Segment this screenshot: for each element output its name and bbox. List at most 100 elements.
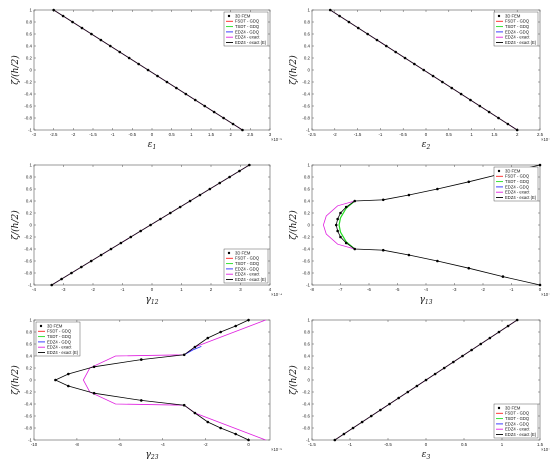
- y-tick-label: -0.6: [24, 414, 32, 419]
- x-exponent: ×10⁻⁴: [541, 137, 550, 142]
- y-tick-label: 1: [308, 163, 311, 168]
- series-fem-point: [436, 187, 439, 191]
- x-tick-label: 0: [247, 442, 250, 447]
- x-tick-label: 1: [190, 132, 193, 137]
- series-fem-point: [347, 20, 351, 24]
- legend-box: [493, 11, 539, 47]
- series-fem-point: [497, 330, 501, 334]
- series-fem-point: [70, 271, 73, 275]
- x-axis-label-base: ε: [422, 450, 427, 460]
- y-tick-label: 0.2: [304, 56, 311, 61]
- y-tick-label: 1: [30, 8, 33, 13]
- series-fem-point: [538, 163, 542, 167]
- y-axis-label: ζ/(h/2): [10, 365, 21, 395]
- y-tick-label: -0.4: [302, 402, 310, 407]
- series-fem-point: [212, 110, 216, 114]
- legend-label: TSDT - GDQ: [505, 179, 530, 184]
- x-tick-label: -5: [396, 287, 400, 292]
- y-tick-label: 0.8: [304, 175, 311, 180]
- y-tick-label: -0.2: [302, 390, 310, 395]
- series-fem-point: [219, 330, 222, 334]
- legend-marker-fem: [227, 251, 231, 255]
- x-tick-label: -2: [204, 442, 208, 447]
- y-tick-label: 0: [308, 68, 311, 73]
- series-fem-point: [461, 354, 464, 358]
- x-tick-label: 2.5: [537, 132, 544, 137]
- y-tick-label: -0.4: [302, 247, 310, 252]
- series-fem-point: [424, 378, 428, 382]
- series-fem-point: [234, 324, 237, 328]
- series-fem-point: [501, 275, 505, 278]
- series-fem-point: [156, 74, 159, 78]
- series-fem-point: [515, 128, 519, 132]
- series-fem-point: [334, 223, 338, 227]
- x-tick-label: -1: [121, 287, 125, 292]
- x-axis-label-sub: 13: [425, 299, 433, 306]
- series-fem-point: [479, 342, 483, 346]
- series-fem-point: [92, 391, 96, 395]
- y-tick-label: 0.6: [26, 32, 33, 37]
- series-fem-point: [54, 378, 57, 382]
- x-tick-label: 4: [269, 287, 272, 292]
- legend-label: EDZ4 - GDQ: [235, 266, 260, 271]
- series-fem-point: [90, 32, 93, 36]
- series-fem-point: [459, 92, 463, 96]
- chart-panel-1: -3 -2.5 -2 -1.5 -1 -0.5 0 0.5 1 1.5 2 2.5 3 -1 -0.8 -0.…: [10, 8, 282, 152]
- series-fem-point: [338, 14, 341, 18]
- x-tick-label: -0.5: [129, 132, 137, 137]
- legend-label: EDZ4 - exact (E): [235, 277, 267, 282]
- x-tick-label: 1: [470, 132, 473, 137]
- x-axis-label-sub: 1: [153, 144, 157, 151]
- legend-label: EDZ4 - GDQ: [47, 339, 72, 344]
- y-tick-label: 0.6: [26, 342, 33, 347]
- x-tick-label: -2.5: [308, 132, 316, 137]
- y-axis-label: ζ/(h/2): [10, 55, 21, 85]
- x-tick-label: 0.5: [461, 442, 468, 447]
- legend-label: EDZ4 - GDQ: [505, 29, 530, 34]
- series-fem-point: [407, 193, 411, 197]
- y-tick-label: -0.8: [302, 116, 310, 121]
- x-axis-label: ε2: [422, 140, 431, 151]
- y-tick-label: -0.4: [24, 402, 32, 407]
- y-tick-label: -0.2: [24, 235, 32, 240]
- series-fem-point: [60, 277, 63, 281]
- x-axis-label-sub: 23: [150, 454, 159, 461]
- y-tick-label: 1: [308, 318, 311, 323]
- y-tick-label: 0.6: [304, 187, 311, 192]
- legend-label: EDZ4 - exact: [505, 35, 530, 40]
- y-tick-label: -0.6: [24, 259, 32, 264]
- legend-box: [223, 11, 269, 47]
- y-tick-label: -0.8: [24, 116, 32, 121]
- y-tick-label: -0.2: [302, 80, 310, 85]
- legend-label: EDZ4 - exact: [235, 35, 260, 40]
- legend-label: TSDT - GDQ: [235, 261, 260, 266]
- series-fem-point: [218, 181, 222, 185]
- y-tick-label: 0.4: [26, 44, 33, 49]
- chart-panel-5: -10 -8 -6 -4 -2 0 -1 -0.8 -0.6 -0.4 -0.2 0 0.2 0.4 0.6…: [10, 318, 282, 462]
- y-tick-label: 0.6: [304, 32, 311, 37]
- y-tick-label: -0.8: [24, 271, 32, 276]
- x-tick-label: -1: [378, 132, 382, 137]
- series-fem-point: [193, 411, 197, 415]
- legend-marker-fem: [497, 14, 501, 18]
- series-fem-point: [193, 345, 197, 349]
- x-exponent: ×10⁻⁵: [271, 447, 282, 452]
- series-fem-point: [206, 420, 210, 424]
- legend-label: 3D FEM: [47, 323, 63, 328]
- x-tick-label: 3: [269, 132, 272, 137]
- series-fem-point: [469, 98, 472, 102]
- y-tick-label: 0.4: [26, 354, 33, 359]
- series-fem-point: [506, 324, 510, 328]
- legend-label: 3D FEM: [235, 13, 251, 18]
- x-tick-label: -6: [118, 442, 122, 447]
- series-fem-point: [360, 420, 364, 424]
- y-tick-label: 0.2: [26, 56, 33, 61]
- series-fem-point: [487, 110, 491, 114]
- x-tick-label: -0.5: [399, 132, 407, 137]
- x-tick-label: -3: [62, 287, 66, 292]
- x-tick-label: -2: [71, 132, 75, 137]
- series-fem-point: [497, 116, 500, 120]
